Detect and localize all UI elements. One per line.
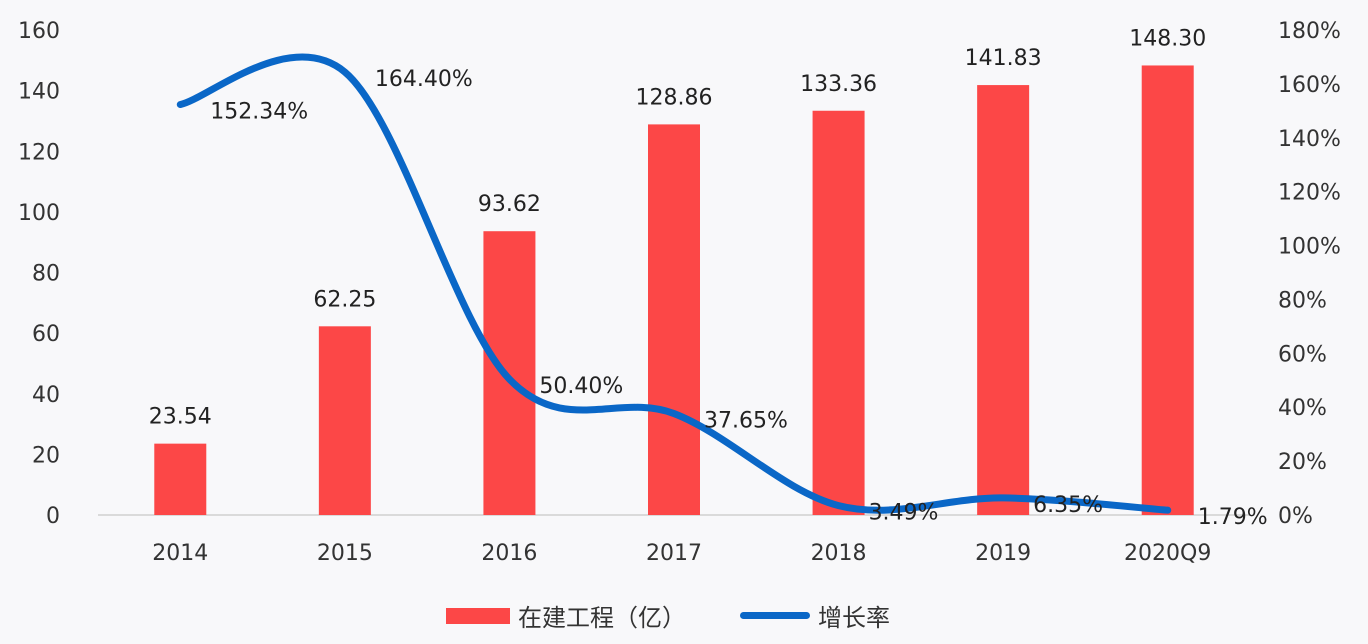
bar xyxy=(154,443,207,515)
legend-item-line: 增长率 xyxy=(740,598,890,633)
line-value-label: 1.79% xyxy=(1198,505,1268,530)
bar-value-label: 23.54 xyxy=(149,405,212,430)
bar-value-label: 133.36 xyxy=(800,72,877,97)
line-value-label: 37.65% xyxy=(704,409,788,434)
legend-item-bar: 在建工程（亿） xyxy=(446,598,686,633)
right-axis-tick: 20% xyxy=(1278,450,1327,475)
bar xyxy=(318,326,371,515)
left-axis-tick: 0 xyxy=(46,504,60,529)
x-axis-tick: 2016 xyxy=(481,541,537,566)
x-axis-tick: 2019 xyxy=(975,541,1031,566)
growth-rate-line xyxy=(176,53,1172,514)
right-axis-tick: 40% xyxy=(1278,396,1327,421)
left-axis-tick: 20 xyxy=(32,443,60,468)
line-value-label: 164.40% xyxy=(375,67,473,92)
line-value-label: 6.35% xyxy=(1033,493,1103,518)
x-axis-tick: 2014 xyxy=(152,541,208,566)
left-axis-tick: 80 xyxy=(32,262,60,287)
right-axis-tick: 100% xyxy=(1278,235,1341,260)
bar-value-label: 148.30 xyxy=(1129,26,1206,51)
bar-value-label: 62.25 xyxy=(313,287,376,312)
bar xyxy=(483,231,536,516)
x-axis-tick: 2015 xyxy=(317,541,373,566)
left-axis-tick: 40 xyxy=(32,383,60,408)
legend-bar-label: 在建工程（亿） xyxy=(518,604,686,632)
bar xyxy=(1141,65,1194,515)
bar-value-label: 141.83 xyxy=(965,46,1042,71)
legend-line-label: 增长率 xyxy=(818,604,890,632)
bar xyxy=(812,110,865,515)
right-axis-tick: 120% xyxy=(1278,181,1341,206)
right-axis-tick: 60% xyxy=(1278,342,1327,367)
right-axis-tick: 80% xyxy=(1278,288,1327,313)
left-axis-tick: 100 xyxy=(18,201,60,226)
right-axis-tick: 0% xyxy=(1278,504,1313,529)
bar xyxy=(648,124,700,515)
line-swatch-icon xyxy=(740,612,810,619)
legend: 在建工程（亿） 增长率 xyxy=(446,598,930,633)
bar xyxy=(977,85,1030,515)
x-axis-tick: 2020Q9 xyxy=(1124,541,1211,566)
left-axis-tick: 120 xyxy=(18,140,60,165)
line-value-label: 50.40% xyxy=(539,374,623,399)
bar-value-label: 93.62 xyxy=(478,192,541,217)
right-axis-tick: 160% xyxy=(1278,73,1341,98)
right-axis-tick: 140% xyxy=(1278,127,1341,152)
bar-swatch-icon xyxy=(446,607,510,624)
line-value-label: 152.34% xyxy=(210,100,308,125)
x-axis-tick: 2017 xyxy=(646,541,702,566)
bar-value-label: 128.86 xyxy=(636,85,713,110)
left-axis-tick: 160 xyxy=(18,19,60,44)
line-value-label: 3.49% xyxy=(869,501,939,526)
left-axis-tick: 140 xyxy=(18,80,60,105)
right-axis-tick: 180% xyxy=(1278,19,1341,44)
x-axis-tick: 2018 xyxy=(811,541,867,566)
left-axis-tick: 60 xyxy=(32,322,60,347)
